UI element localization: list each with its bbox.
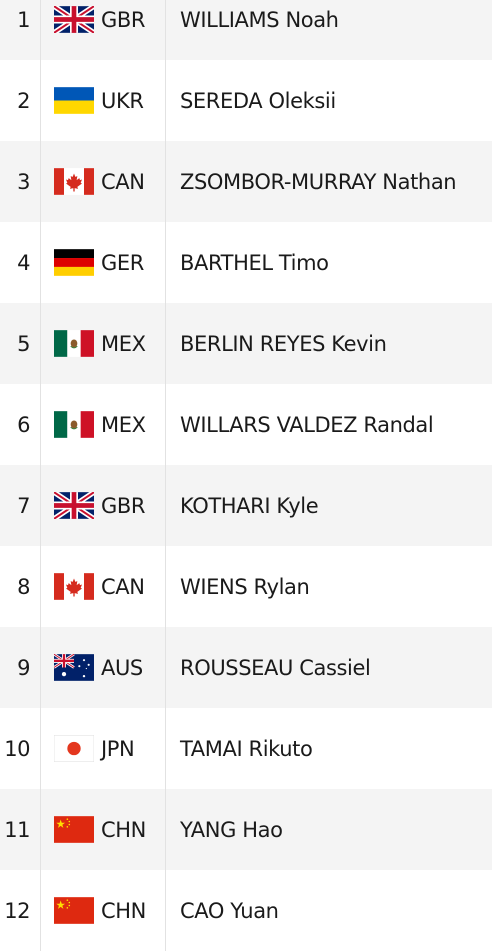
rank: 2 (17, 88, 30, 113)
result-row[interactable]: 12 CHN CAO Yuan (0, 870, 492, 951)
country-code: MEX (101, 412, 146, 437)
result-row[interactable]: 1 GBR WILLIAMS Noah (0, 0, 492, 60)
country-code: MEX (101, 331, 146, 356)
country-cell: CAN (40, 141, 166, 222)
rank: 7 (17, 493, 30, 518)
country-code: UKR (101, 88, 144, 113)
result-row[interactable]: 5 MEX BERLIN REYES Kevin (0, 303, 492, 384)
athlete-name[interactable]: CAO Yuan (180, 898, 279, 923)
rank: 3 (17, 169, 30, 194)
country-cell: CHN (40, 789, 166, 870)
country-code: CAN (101, 574, 145, 599)
rank: 11 (4, 817, 30, 842)
result-row[interactable]: 3 CAN ZSOMBOR-MURRAY Nathan (0, 141, 492, 222)
rank: 1 (17, 7, 30, 32)
country-code: GER (101, 250, 144, 275)
chn-flag-icon (54, 897, 94, 924)
country-code: GBR (101, 493, 146, 518)
gbr-flag-icon (54, 6, 94, 33)
result-row[interactable]: 6 MEX WILLARS VALDEZ Randal (0, 384, 492, 465)
country-cell: MEX (40, 303, 166, 384)
athlete-name[interactable]: WILLARS VALDEZ Randal (180, 412, 434, 437)
rank: 9 (17, 655, 30, 680)
athlete-name[interactable]: TAMAI Rikuto (180, 736, 313, 761)
can-flag-icon (54, 168, 94, 195)
country-cell: GBR (40, 0, 166, 60)
aus-flag-icon (54, 654, 94, 681)
result-row[interactable]: 4 GER BARTHEL Timo (0, 222, 492, 303)
country-cell: GBR (40, 465, 166, 546)
mex-flag-icon (54, 411, 94, 438)
chn-flag-icon (54, 816, 94, 843)
country-code: AUS (101, 655, 143, 680)
ger-flag-icon (54, 249, 94, 276)
athlete-name[interactable]: WILLIAMS Noah (180, 7, 339, 32)
athlete-name[interactable]: BARTHEL Timo (180, 250, 329, 275)
gbr-flag-icon (54, 492, 94, 519)
result-row[interactable]: 10 JPN TAMAI Rikuto (0, 708, 492, 789)
country-cell: CAN (40, 546, 166, 627)
rank: 4 (17, 250, 30, 275)
result-row[interactable]: 9 AUS ROUSSEAU Cassiel (0, 627, 492, 708)
country-cell: AUS (40, 627, 166, 708)
jpn-flag-icon (54, 735, 94, 762)
rank: 10 (4, 736, 30, 761)
ukr-flag-icon (54, 87, 94, 114)
result-row[interactable]: 7 GBR KOTHARI Kyle (0, 465, 492, 546)
can-flag-icon (54, 573, 94, 600)
result-row[interactable]: 11 CHN YANG Hao (0, 789, 492, 870)
result-row[interactable]: 8 CAN WIENS Rylan (0, 546, 492, 627)
rank: 6 (17, 412, 30, 437)
country-code: CAN (101, 169, 145, 194)
athlete-name[interactable]: ZSOMBOR-MURRAY Nathan (180, 169, 457, 194)
country-code: JPN (101, 736, 135, 761)
country-cell: CHN (40, 870, 166, 951)
mex-flag-icon (54, 330, 94, 357)
rank: 8 (17, 574, 30, 599)
result-row[interactable]: 2 UKR SEREDA Oleksii (0, 60, 492, 141)
country-cell: UKR (40, 60, 166, 141)
athlete-name[interactable]: ROUSSEAU Cassiel (180, 655, 371, 680)
rank: 5 (17, 331, 30, 356)
country-code: CHN (101, 898, 146, 923)
country-code: CHN (101, 817, 146, 842)
country-code: GBR (101, 7, 146, 32)
athlete-name[interactable]: SEREDA Oleksii (180, 88, 336, 113)
athlete-name[interactable]: WIENS Rylan (180, 574, 310, 599)
rank: 12 (4, 898, 30, 923)
athlete-name[interactable]: BERLIN REYES Kevin (180, 331, 387, 356)
country-cell: JPN (40, 708, 166, 789)
country-cell: GER (40, 222, 166, 303)
athlete-name[interactable]: KOTHARI Kyle (180, 493, 319, 518)
athlete-name[interactable]: YANG Hao (180, 817, 283, 842)
country-cell: MEX (40, 384, 166, 465)
